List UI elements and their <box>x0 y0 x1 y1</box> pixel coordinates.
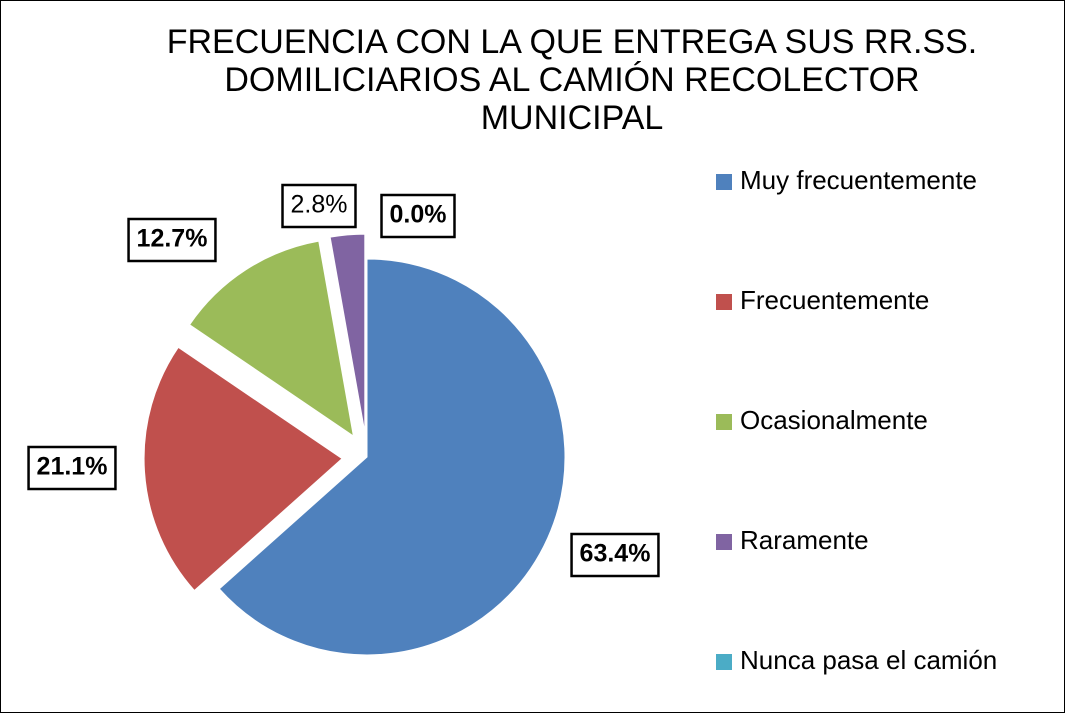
data-label-box <box>281 183 357 229</box>
data-label: 12.7% <box>127 217 217 263</box>
legend-swatch <box>716 174 732 190</box>
data-label-text: 12.7% <box>137 225 208 253</box>
pie-slice <box>188 240 355 438</box>
chart-title: DOMILICIARIOS AL CAMIÓN RECOLECTOR <box>224 61 919 99</box>
chart-title: MUNICIPAL <box>481 99 664 137</box>
legend-label: Muy frecuentemente <box>740 165 977 195</box>
legend-label: Ocasionalmente <box>740 405 928 435</box>
data-label-text: 21.1% <box>37 453 108 481</box>
data-label-box <box>380 193 456 239</box>
legend-label: Raramente <box>740 525 869 555</box>
data-label-box <box>570 532 660 578</box>
data-label: 21.1% <box>27 445 117 491</box>
chart-title: FRECUENCIA CON LA QUE ENTREGA SUS RR.SS. <box>167 23 978 61</box>
data-label-text: 0.0% <box>390 201 447 229</box>
data-label: 2.8% <box>281 183 357 229</box>
pie-slice <box>329 233 366 433</box>
pie-slice <box>218 258 566 656</box>
legend-swatch <box>716 654 732 670</box>
legend-label: Frecuentemente <box>740 285 929 315</box>
data-label-box <box>127 217 217 263</box>
data-label: 63.4% <box>570 532 660 578</box>
data-label-text: 2.8% <box>291 191 348 219</box>
legend-swatch <box>716 534 732 550</box>
data-label-box <box>27 445 117 491</box>
legend-swatch <box>716 414 732 430</box>
data-label: 0.0% <box>380 193 456 239</box>
data-label-text: 63.4% <box>580 540 651 568</box>
legend-swatch <box>716 294 732 310</box>
pie-slice <box>143 346 343 592</box>
legend-label: Nunca pasa el camión <box>740 645 997 675</box>
